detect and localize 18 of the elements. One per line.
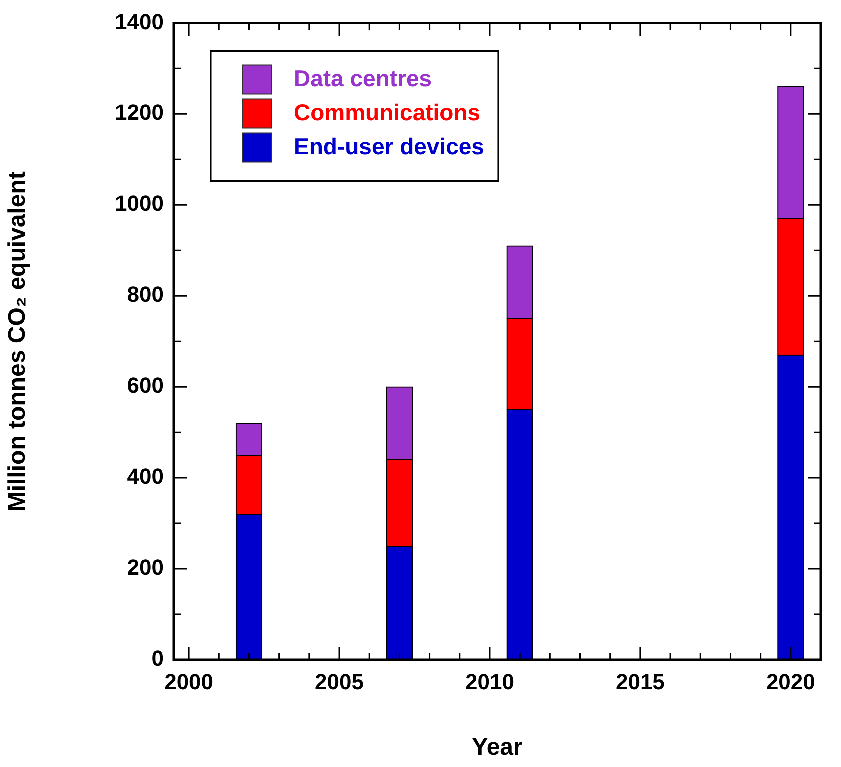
x-tick-label: 2020 [766,669,816,694]
y-tick-label: 1200 [115,100,164,126]
x-tick-label: 2000 [164,669,214,694]
y-axis-title: Million tonnes CO₂ equivalent [4,172,32,512]
y-tick-label: 200 [127,555,164,580]
y-tick-label: 1000 [115,191,164,216]
y-tick-label: 600 [127,373,164,398]
legend-label: Communications [294,100,481,126]
legend-label: Data centres [294,66,432,92]
y-tick-label: 0 [152,646,164,672]
x-tick-label: 2010 [466,669,514,694]
legend-label: End-user devices [294,134,484,160]
y-tick-label: 1400 [115,9,164,34]
x-tick-label: 2005 [315,669,364,694]
y-tick-label: 800 [127,282,164,308]
x-axis-title: Year [472,734,523,762]
y-tick-label: 400 [127,464,164,490]
x-tick-label: 2015 [616,669,665,694]
